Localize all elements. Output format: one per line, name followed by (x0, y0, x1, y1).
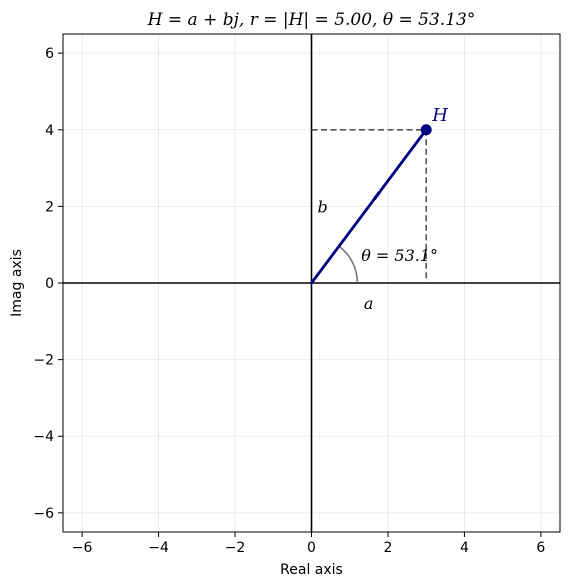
y-tick-label: −2 (33, 353, 54, 369)
x-tick-label: −6 (72, 540, 93, 556)
vector-midpoint-mark (373, 191, 381, 200)
x-tick-label: 0 (307, 540, 316, 556)
vector-h (310, 128, 428, 285)
y-axis-label: Imag axis (9, 249, 25, 317)
imag-part-label-b: b (318, 197, 328, 216)
angle-arc (338, 245, 359, 284)
x-tick-label: 6 (536, 540, 545, 556)
point-h-marker (420, 124, 432, 136)
y-tick-label: 0 (45, 276, 54, 292)
marks-layer (310, 124, 432, 285)
y-tick-label: 4 (45, 123, 54, 139)
x-tick-label: −4 (148, 540, 169, 556)
y-tick-label: 6 (45, 46, 54, 62)
point-label-h: H (431, 105, 448, 126)
angle-label: θ = 53.1° (361, 246, 438, 265)
y-tick-label: −6 (33, 506, 54, 522)
real-part-label-a: a (364, 294, 374, 313)
y-tick-label: 2 (45, 199, 54, 215)
chart-title: H = a + bj, r = |H| = 5.00, θ = 53.13° (147, 10, 476, 30)
x-axis-label: Real axis (280, 562, 343, 578)
x-tick-label: 2 (384, 540, 393, 556)
x-tick-label: 4 (460, 540, 469, 556)
ticks-layer: −6 −4 −2 0 2 4 6 −6 −4 −2 0 2 4 6 (33, 46, 545, 556)
x-tick-label: −2 (225, 540, 246, 556)
y-tick-label: −4 (33, 429, 54, 445)
